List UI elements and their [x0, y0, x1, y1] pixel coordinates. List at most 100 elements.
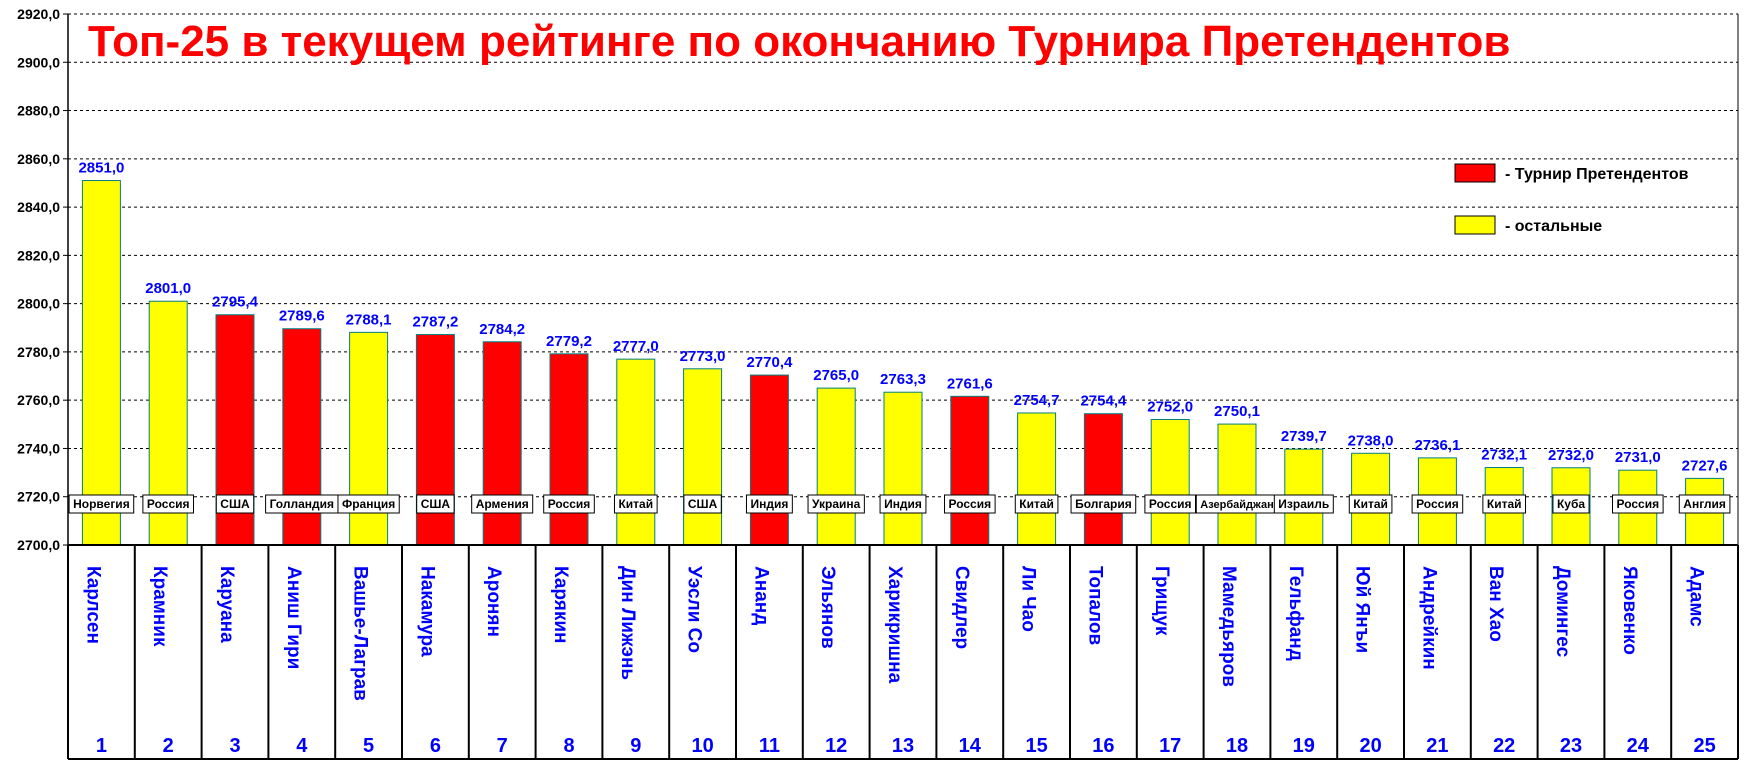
- country-box: [1678, 494, 1731, 514]
- player-name: Свидлер: [951, 566, 972, 649]
- country-box: [1411, 494, 1464, 514]
- country-label: Россия: [1616, 497, 1659, 511]
- data-label: 2752,0: [1147, 398, 1193, 415]
- country-label: Англия: [1683, 497, 1726, 511]
- rank-number: 24: [1627, 735, 1650, 757]
- legend-swatch: [1454, 215, 1496, 235]
- player-name: Грищук: [1151, 566, 1172, 636]
- player-name: Гельфанд: [1285, 566, 1306, 661]
- bar: [549, 353, 589, 546]
- rank-number: 25: [1693, 735, 1715, 757]
- country-box: [1482, 494, 1527, 514]
- country-label: Болгария: [1075, 497, 1132, 511]
- country-label: Индия: [750, 497, 788, 511]
- data-label: 2731,0: [1615, 449, 1661, 466]
- player-name: Яковенко: [1619, 566, 1640, 655]
- data-label: 2789,6: [279, 308, 325, 325]
- rank-number: 8: [563, 735, 574, 757]
- bar: [81, 180, 121, 546]
- bar: [482, 341, 522, 546]
- data-label: 2773,0: [680, 348, 726, 365]
- data-label: 2761,6: [947, 375, 993, 392]
- data-label: 2750,1: [1214, 403, 1260, 420]
- country-box: [1273, 494, 1334, 514]
- rank-number: 7: [497, 735, 508, 757]
- country-label: Китай: [1353, 497, 1388, 511]
- country-label: Индия: [884, 497, 922, 511]
- rank-number: 18: [1226, 735, 1248, 757]
- rank-number: 6: [430, 735, 441, 757]
- rank-number: 23: [1560, 735, 1582, 757]
- country-box: [471, 494, 534, 514]
- legend-label: - Турнир Претендентов: [1505, 166, 1689, 183]
- country-box: [416, 494, 455, 514]
- country-box: [943, 494, 996, 514]
- country-box: [745, 494, 793, 514]
- data-label: 2736,1: [1414, 437, 1460, 454]
- y-tick-label: 2740,0: [17, 440, 60, 456]
- country-label: Франция: [342, 497, 395, 511]
- rank-number: 4: [296, 735, 308, 757]
- country-label: Украина: [812, 497, 861, 511]
- bar: [950, 395, 990, 546]
- rank-number: 10: [691, 735, 713, 757]
- rank-number: 3: [229, 735, 240, 757]
- data-label: 2795,4: [212, 294, 259, 311]
- bar: [1150, 418, 1190, 546]
- country-label: США: [220, 497, 250, 511]
- country-label: Россия: [948, 497, 991, 511]
- y-tick-label: 2760,0: [17, 392, 60, 408]
- y-tick-label: 2700,0: [17, 537, 60, 553]
- player-name: Ананд: [750, 566, 771, 625]
- country-box: [1348, 494, 1393, 514]
- data-label: 2754,7: [1014, 392, 1060, 409]
- data-label: 2754,4: [1080, 393, 1127, 410]
- y-tick-label: 2800,0: [17, 296, 60, 312]
- data-label: 2851,0: [78, 160, 124, 177]
- country-box: [68, 494, 135, 514]
- country-label: Норвегия: [73, 497, 130, 511]
- player-name: Домингес: [1552, 566, 1573, 658]
- country-box: [1144, 494, 1197, 514]
- player-name: Эльянов: [817, 566, 838, 649]
- bar: [683, 368, 723, 546]
- rank-number: 15: [1025, 735, 1047, 757]
- player-name: Накамура: [416, 566, 437, 657]
- y-tick-label: 2880,0: [17, 103, 60, 119]
- country-label: Куба: [1557, 497, 1585, 511]
- player-name: Ли Чао: [1018, 566, 1039, 632]
- data-label: 2763,3: [880, 371, 926, 388]
- rank-number: 21: [1426, 735, 1448, 757]
- rank-number: 14: [959, 735, 982, 757]
- legend-swatch: [1454, 163, 1496, 183]
- y-tick-label: 2860,0: [17, 151, 60, 167]
- country-box: [1070, 494, 1137, 514]
- country-label: Китай: [1019, 497, 1054, 511]
- data-label: 2788,1: [346, 311, 392, 328]
- player-name: Ван Хао: [1485, 566, 1506, 642]
- country-label: Россия: [147, 497, 190, 511]
- country-label: США: [421, 497, 451, 511]
- bar: [1017, 412, 1057, 546]
- y-tick-label: 2820,0: [17, 247, 60, 263]
- player-name: Юй Янъи: [1352, 566, 1373, 653]
- rank-number: 20: [1359, 735, 1381, 757]
- rank-number: 2: [163, 735, 174, 757]
- rank-number: 11: [759, 735, 780, 757]
- country-label: Азербайджан: [1200, 499, 1273, 511]
- country-box: [807, 494, 865, 514]
- player-name: Топалов: [1084, 566, 1105, 645]
- bar: [1217, 423, 1257, 546]
- bar: [616, 358, 656, 546]
- y-tick-label: 2900,0: [17, 54, 60, 70]
- rank-number: 12: [825, 735, 847, 757]
- data-label: 2779,2: [546, 333, 592, 350]
- country-box: [879, 494, 927, 514]
- country-box: [613, 494, 658, 514]
- country-box: [337, 494, 400, 514]
- country-box: [215, 494, 255, 514]
- bar: [1083, 413, 1123, 546]
- y-tick-label: 2720,0: [17, 489, 60, 505]
- data-label: 2770,4: [746, 354, 793, 371]
